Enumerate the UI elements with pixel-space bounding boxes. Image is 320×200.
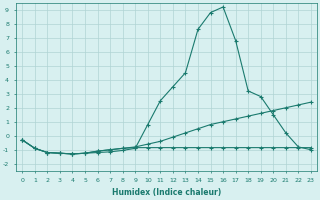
X-axis label: Humidex (Indice chaleur): Humidex (Indice chaleur) — [112, 188, 221, 197]
